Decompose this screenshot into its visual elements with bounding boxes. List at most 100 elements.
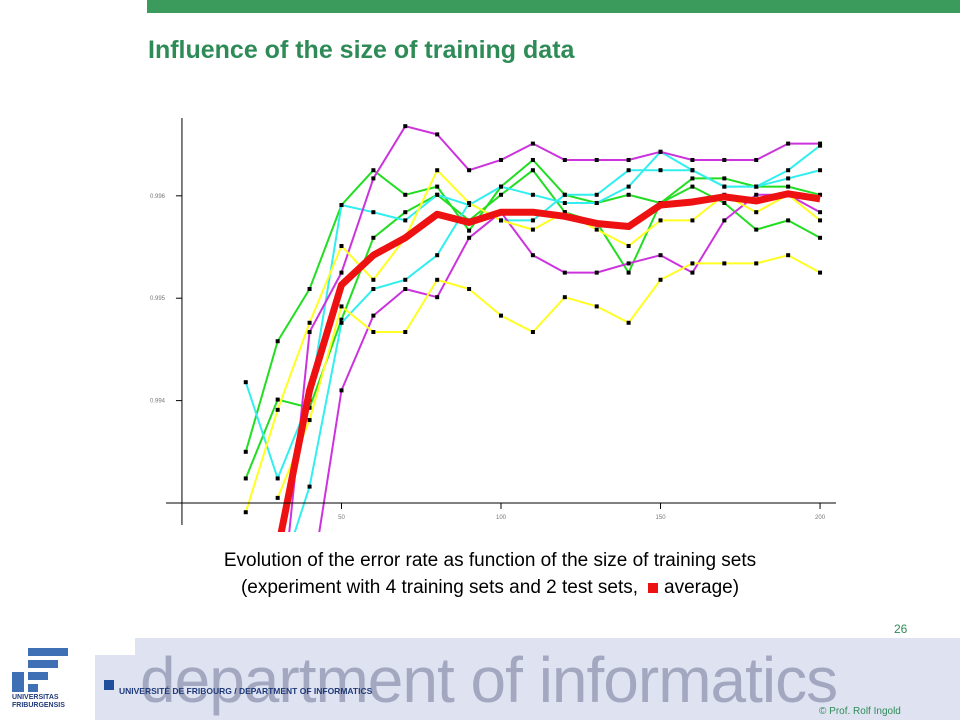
point-marker <box>626 192 631 197</box>
point-marker <box>818 143 823 148</box>
point-marker <box>594 227 599 232</box>
point-marker <box>339 317 344 322</box>
point-marker <box>626 184 631 189</box>
y-tick-label: 0.995 <box>150 296 166 302</box>
y-tick-label: 0.996 <box>150 194 166 200</box>
point-marker <box>435 295 440 300</box>
point-marker <box>307 330 312 335</box>
point-marker <box>594 200 599 205</box>
point-marker <box>690 270 695 275</box>
point-marker <box>243 380 248 385</box>
point-marker <box>594 192 599 197</box>
point-marker <box>786 176 791 181</box>
series-line <box>277 190 821 532</box>
point-marker <box>818 210 823 215</box>
point-marker <box>499 313 503 318</box>
point-marker <box>530 227 535 232</box>
point-marker <box>371 286 376 291</box>
footer-university: UNIVERSITÉ DE FRIBOURG / DEPARTMENT OF I… <box>119 686 373 696</box>
point-marker <box>275 397 280 402</box>
point-marker <box>754 261 759 266</box>
point-marker <box>435 168 440 173</box>
point-marker <box>275 495 280 500</box>
point-marker <box>818 270 823 275</box>
point-marker <box>626 261 631 266</box>
point-marker <box>467 228 472 233</box>
point-marker <box>307 286 312 291</box>
point-marker <box>658 218 663 223</box>
point-marker <box>403 277 408 282</box>
point-marker <box>658 168 663 173</box>
point-marker <box>818 192 823 197</box>
point-marker <box>626 157 631 162</box>
footer-band <box>135 638 960 720</box>
point-marker <box>530 168 535 173</box>
x-tick-label: 200 <box>815 515 826 521</box>
caption: (experiment with 4 training sets and 2 t… <box>0 577 960 599</box>
point-marker <box>307 418 312 423</box>
logo-text: FRIBURGENSIS <box>12 702 65 709</box>
point-marker <box>467 200 472 205</box>
point-marker <box>499 184 503 189</box>
point-marker <box>690 184 695 189</box>
x-tick-label: 100 <box>496 515 507 521</box>
logo-square <box>104 680 114 690</box>
point-marker <box>818 168 823 173</box>
point-marker <box>690 176 695 181</box>
point-marker <box>562 157 567 162</box>
point-marker <box>307 320 312 325</box>
point-marker <box>499 157 503 162</box>
point-marker <box>467 235 472 240</box>
point-marker <box>243 476 248 481</box>
point-marker <box>818 141 823 146</box>
point-marker <box>562 270 567 275</box>
point-marker <box>275 339 280 344</box>
top-bar <box>147 0 960 13</box>
point-marker <box>403 286 408 291</box>
point-marker <box>243 510 248 515</box>
point-marker <box>435 132 440 137</box>
caption: (experiment with 4 training sets and 2 t… <box>240 577 639 598</box>
point-marker <box>435 192 440 197</box>
point-marker <box>530 141 535 146</box>
point-marker <box>403 218 408 223</box>
point-marker <box>722 218 727 223</box>
point-marker <box>371 330 376 335</box>
point-marker <box>562 192 567 197</box>
point-marker <box>403 330 408 335</box>
point-marker <box>307 484 312 489</box>
page-number: 26 <box>894 622 908 636</box>
point-marker <box>435 253 440 258</box>
point-marker <box>690 157 695 162</box>
logo-text: UNIVERSITAS FRIBURGENSIS <box>12 694 65 710</box>
copyright: © Prof. Rolf Ingold <box>819 706 901 717</box>
point-marker <box>722 200 727 205</box>
point-marker <box>594 270 599 275</box>
footer-band <box>95 655 135 720</box>
point-marker <box>786 141 791 146</box>
point-marker <box>243 449 248 454</box>
point-marker <box>275 476 280 481</box>
point-marker <box>339 270 344 275</box>
point-marker <box>530 330 535 335</box>
point-marker <box>690 168 695 173</box>
point-marker <box>403 124 408 129</box>
point-marker <box>786 218 791 223</box>
slide-title: Influence of the size of training data <box>148 36 575 64</box>
x-tick-label: 50 <box>338 515 345 521</box>
x-tick-label: 150 <box>656 515 667 521</box>
point-marker <box>786 168 791 173</box>
series-line <box>276 254 821 499</box>
point-marker <box>339 304 344 309</box>
series-line <box>293 144 821 532</box>
point-marker <box>371 176 376 181</box>
point-marker <box>754 157 759 162</box>
point-marker <box>786 253 791 258</box>
point-marker <box>467 168 472 173</box>
point-marker <box>530 253 535 258</box>
point-marker <box>754 227 759 232</box>
point-marker <box>275 407 280 412</box>
point-marker <box>339 388 344 393</box>
point-marker <box>530 218 535 223</box>
point-marker <box>435 184 440 189</box>
